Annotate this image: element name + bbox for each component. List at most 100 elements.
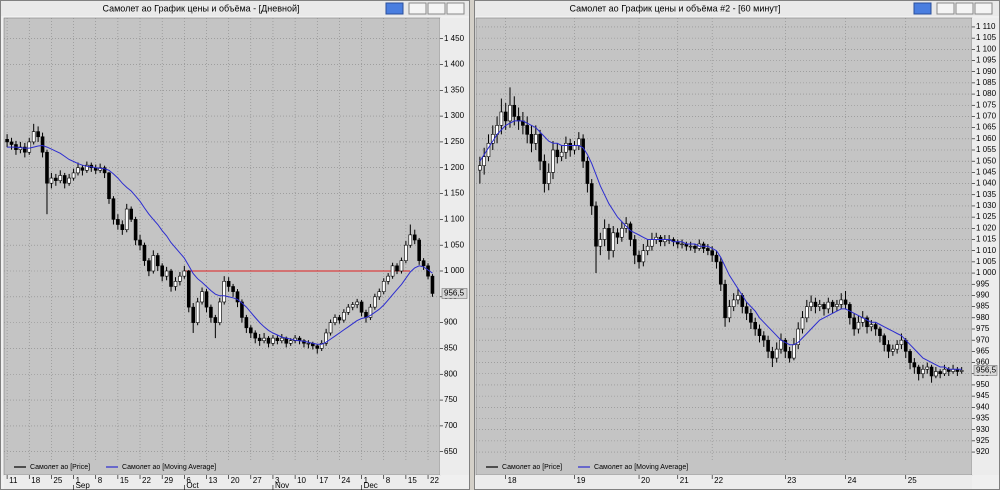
candle-body: [306, 342, 311, 345]
x-tick-label: 24: [848, 476, 857, 485]
candle-body: [155, 255, 160, 267]
candle-body: [36, 131, 40, 138]
candle-body: [328, 322, 333, 334]
y-tick-label: 1 050: [444, 240, 465, 249]
candle-body: [809, 301, 813, 307]
candle-body: [650, 239, 654, 247]
candle-body: [368, 306, 373, 318]
candle-body: [386, 275, 390, 282]
candle-body: [333, 317, 337, 323]
candle-body: [908, 351, 912, 363]
candle-body: [288, 340, 293, 344]
candle-body: [54, 177, 58, 181]
y-tick-label: 950: [976, 380, 990, 389]
candle-body: [882, 335, 887, 345]
x-tick-label: 25: [908, 476, 917, 485]
candle-body: [27, 141, 32, 153]
minimize-button[interactable]: [936, 2, 955, 15]
candle-body: [749, 313, 753, 323]
candle-body: [869, 324, 874, 328]
pin-button[interactable]: [385, 2, 404, 15]
candle-body: [71, 172, 76, 179]
candle-body: [160, 265, 164, 277]
x-tick-label: 29: [164, 476, 173, 485]
y-tick-label: 940: [976, 402, 990, 411]
candle-body: [934, 371, 938, 377]
candle-body: [559, 151, 564, 158]
candle-body: [430, 275, 435, 294]
maximize-button[interactable]: [955, 2, 974, 15]
candle-body: [637, 254, 641, 263]
y-tick-label: 1 015: [976, 235, 997, 244]
candle-body: [516, 116, 521, 122]
candle-body: [723, 283, 727, 319]
y-tick-label: 1 000: [976, 268, 997, 277]
y-tick-label: 930: [976, 425, 990, 434]
candle-body: [222, 281, 227, 303]
candle-body: [200, 291, 204, 303]
candle-body: [564, 142, 568, 153]
candle-body: [182, 270, 187, 277]
candle-body: [373, 296, 377, 308]
candle-body: [478, 165, 482, 171]
candle-body: [938, 371, 942, 375]
plot-area: [475, 17, 973, 476]
y-tick-label: 850: [444, 344, 458, 353]
candle-body: [770, 351, 775, 359]
candle-body: [886, 344, 891, 352]
candle-body: [525, 125, 529, 135]
candle-body: [796, 328, 801, 345]
candle-body: [280, 337, 284, 341]
candle-body: [538, 134, 542, 162]
candle-body: [826, 301, 831, 310]
candle-body: [275, 337, 280, 341]
candle-body: [240, 301, 244, 318]
x-tick-label: 23: [787, 476, 796, 485]
window-buttons[interactable]: [385, 2, 993, 15]
y-tick-label: 945: [976, 391, 990, 400]
moving-average-line: [479, 120, 962, 370]
y-axis-area: [972, 18, 999, 475]
window-title: Самолет ао График цены и объёма #2 - [60…: [570, 3, 781, 13]
candle-body: [572, 145, 577, 151]
maximize-button[interactable]: [427, 2, 446, 15]
x-tick-label: 25: [53, 476, 62, 485]
y-tick-label: 935: [976, 414, 990, 423]
minimize-button[interactable]: [408, 2, 427, 15]
close-button[interactable]: [974, 2, 993, 15]
candle-body: [787, 351, 792, 359]
candle-body: [147, 260, 151, 272]
candle-body: [124, 208, 129, 230]
candle-body: [873, 324, 878, 330]
candle-body: [204, 291, 209, 308]
candle-body: [107, 172, 111, 200]
x-tick-label: 10: [297, 476, 306, 485]
y-tick-label: 1 090: [976, 67, 997, 76]
pin-button[interactable]: [913, 2, 932, 15]
candle-body: [921, 368, 925, 375]
candle-body: [891, 348, 895, 352]
candle-body: [271, 337, 275, 344]
candle-body: [744, 306, 749, 314]
candle-body: [257, 337, 262, 341]
candle-body: [235, 291, 240, 303]
candle-body: [284, 337, 289, 344]
candle-body: [133, 219, 138, 241]
candle-body: [120, 224, 125, 230]
candle-body: [319, 342, 324, 349]
close-button[interactable]: [446, 2, 465, 15]
x-axis-area: [476, 475, 972, 489]
candle-body: [792, 344, 796, 359]
moving-average-line: [7, 144, 433, 345]
candle-body: [727, 306, 732, 319]
y-tick-label: 1 300: [444, 111, 465, 120]
candle-body: [408, 234, 413, 246]
candle-body: [551, 149, 555, 173]
candle-body: [753, 321, 757, 330]
last-price-label: 956,5: [976, 365, 997, 374]
candle-body: [178, 275, 182, 282]
last-price-box: [441, 288, 468, 299]
candle-body: [577, 138, 581, 146]
candle-body: [377, 291, 382, 298]
y-tick-label: 1 030: [976, 201, 997, 210]
